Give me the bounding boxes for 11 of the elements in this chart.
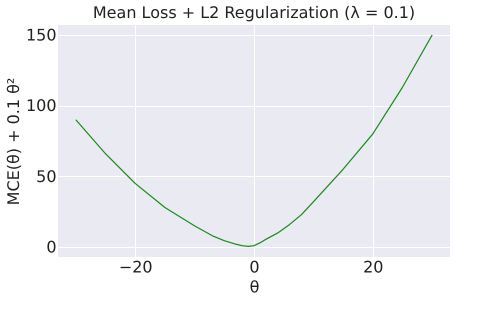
line-series: [75, 34, 433, 247]
x-tick-label: −20: [118, 258, 153, 276]
chart-title: Mean Loss + L2 Regularization (λ = 0.1): [92, 3, 416, 22]
y-tick-label: 150: [26, 25, 56, 44]
y-tick-label: 0: [46, 238, 56, 257]
y-axis-title: MCE(θ) + 0.1 θ²: [4, 78, 23, 206]
x-tick-label: 20: [363, 258, 384, 276]
x-axis-title: θ: [250, 278, 260, 296]
x-tick-label: 0: [249, 258, 260, 276]
y-tick-label: 50: [36, 166, 56, 186]
y-tick-label: 100: [26, 96, 56, 116]
